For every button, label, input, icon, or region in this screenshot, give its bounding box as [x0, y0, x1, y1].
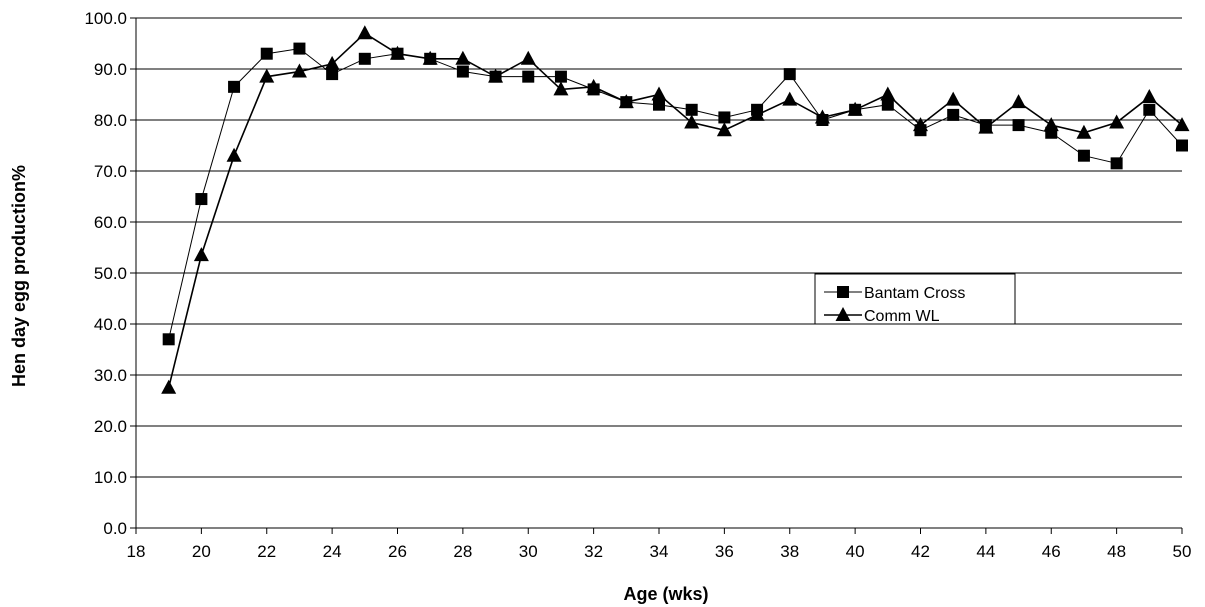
legend-label-comm-wl: Comm WL — [864, 308, 940, 325]
x-tick-label-14: 46 — [1042, 542, 1061, 561]
y-tick-label-3: 30.0 — [94, 366, 127, 385]
gridlines — [136, 17, 1182, 478]
x-tick-label-8: 34 — [650, 542, 669, 561]
x-axis-title: Age (wks) — [623, 584, 708, 604]
y-tick-label-1: 10.0 — [94, 468, 127, 487]
point-bantam-cross-20 — [195, 193, 208, 206]
point-comm-wl-28 — [455, 50, 471, 65]
x-tick-label-5: 28 — [453, 542, 472, 561]
point-bantam-cross-45 — [1012, 119, 1025, 132]
point-comm-wl-44 — [978, 119, 994, 134]
series-comm-wl — [161, 25, 1190, 394]
point-bantam-cross-38 — [783, 68, 796, 81]
point-comm-wl-42 — [913, 117, 928, 132]
point-comm-wl-22 — [259, 68, 275, 83]
x-tick-label-0: 18 — [127, 542, 146, 561]
x-tick-label-11: 40 — [846, 542, 865, 561]
point-bantam-cross-25 — [358, 52, 371, 65]
point-comm-wl-40 — [847, 101, 863, 116]
point-bantam-cross-41 — [881, 98, 894, 111]
point-bantam-cross-34 — [653, 98, 665, 111]
point-comm-wl-50 — [1174, 117, 1190, 132]
x-tick-label-15: 48 — [1107, 542, 1126, 561]
point-bantam-cross-49 — [1143, 103, 1156, 116]
y-tick-label-4: 40.0 — [94, 315, 127, 334]
y-tick-label-6: 60.0 — [94, 213, 127, 232]
axes — [130, 17, 1183, 534]
x-tick-label-13: 44 — [976, 542, 995, 561]
legend-label-bantam-cross: Bantam Cross — [864, 285, 965, 302]
x-tick-label-4: 26 — [388, 542, 407, 561]
x-tick-label-2: 22 — [257, 542, 276, 561]
point-comm-wl-35 — [684, 114, 700, 129]
point-bantam-cross-24 — [326, 68, 339, 81]
point-comm-wl-45 — [1011, 94, 1027, 109]
y-tick-label-0: 0.0 — [103, 519, 127, 538]
y-tick-label-9: 90.0 — [94, 60, 127, 79]
x-tick-label-10: 38 — [780, 542, 799, 561]
y-tick-label-2: 20.0 — [94, 417, 127, 436]
x-tick-label-12: 42 — [911, 542, 930, 561]
series-bantam-cross — [162, 42, 1188, 346]
point-bantam-cross-21 — [228, 80, 241, 93]
point-comm-wl-38 — [782, 91, 798, 106]
point-bantam-cross-31 — [554, 70, 567, 83]
point-comm-wl-21 — [226, 147, 242, 162]
y-tick-label-7: 70.0 — [94, 162, 127, 181]
point-bantam-cross-22 — [260, 47, 273, 60]
series-line-bantam-cross — [168, 48, 1183, 340]
point-comm-wl-39 — [814, 109, 830, 124]
point-bantam-cross-36 — [718, 111, 731, 124]
y-tick-label-5: 50.0 — [94, 264, 127, 283]
point-bantam-cross-28 — [456, 65, 469, 78]
point-bantam-cross-50 — [1176, 139, 1188, 152]
series-line-comm-wl — [167, 32, 1183, 388]
x-tick-label-3: 24 — [323, 542, 342, 561]
point-bantam-cross-23 — [293, 42, 306, 55]
point-comm-wl-43 — [945, 91, 961, 106]
point-comm-wl-30 — [520, 50, 536, 65]
point-comm-wl-26 — [390, 45, 405, 60]
point-bantam-cross-43 — [947, 108, 960, 121]
x-tick-labels: 18 20 22 24 26 28 30 32 34 36 38 40 42 44 46 48 50 — [127, 542, 1192, 561]
legend-marker-bantam-cross — [837, 286, 849, 298]
point-bantam-cross-47 — [1077, 149, 1090, 162]
point-comm-wl-41 — [880, 86, 896, 101]
point-comm-wl-46 — [1043, 117, 1059, 132]
legend: Bantam Cross Comm WL — [814, 273, 1016, 325]
point-comm-wl-19 — [161, 379, 177, 394]
point-comm-wl-25 — [357, 25, 373, 40]
point-comm-wl-48 — [1109, 114, 1125, 129]
series-group — [161, 25, 1190, 394]
point-comm-wl-31 — [553, 81, 569, 96]
point-bantam-cross-35 — [685, 103, 698, 116]
y-tick-label-8: 80.0 — [94, 111, 127, 130]
point-comm-wl-27 — [422, 50, 438, 65]
y-tick-label-10: 100.0 — [84, 9, 127, 28]
point-comm-wl-37 — [749, 106, 765, 121]
point-bantam-cross-30 — [522, 70, 535, 83]
x-tick-label-7: 32 — [584, 542, 603, 561]
point-comm-wl-34 — [651, 86, 667, 101]
x-tick-label-6: 30 — [519, 542, 538, 561]
point-comm-wl-33 — [618, 94, 634, 109]
legend-marker-comm-wl — [835, 307, 851, 321]
point-comm-wl-29 — [488, 68, 504, 83]
point-comm-wl-23 — [291, 63, 307, 78]
y-axis-title: Hen day egg production% — [9, 165, 29, 387]
point-comm-wl-47 — [1076, 124, 1092, 139]
point-comm-wl-49 — [1141, 89, 1157, 104]
point-comm-wl-24 — [324, 55, 340, 70]
point-bantam-cross-19 — [162, 333, 175, 346]
point-bantam-cross-48 — [1110, 157, 1123, 170]
legend-box — [814, 273, 1016, 325]
point-comm-wl-32 — [586, 78, 602, 93]
point-comm-wl-36 — [716, 122, 732, 137]
x-tick-label-1: 20 — [192, 542, 211, 561]
x-tick-label-9: 36 — [715, 542, 734, 561]
x-tick-label-16: 50 — [1173, 542, 1192, 561]
point-comm-wl-20 — [193, 247, 209, 262]
y-tick-labels: 0.0 10.0 20.0 30.0 40.0 50.0 60.0 70.0 80.0 90.0 1… — [84, 9, 127, 538]
